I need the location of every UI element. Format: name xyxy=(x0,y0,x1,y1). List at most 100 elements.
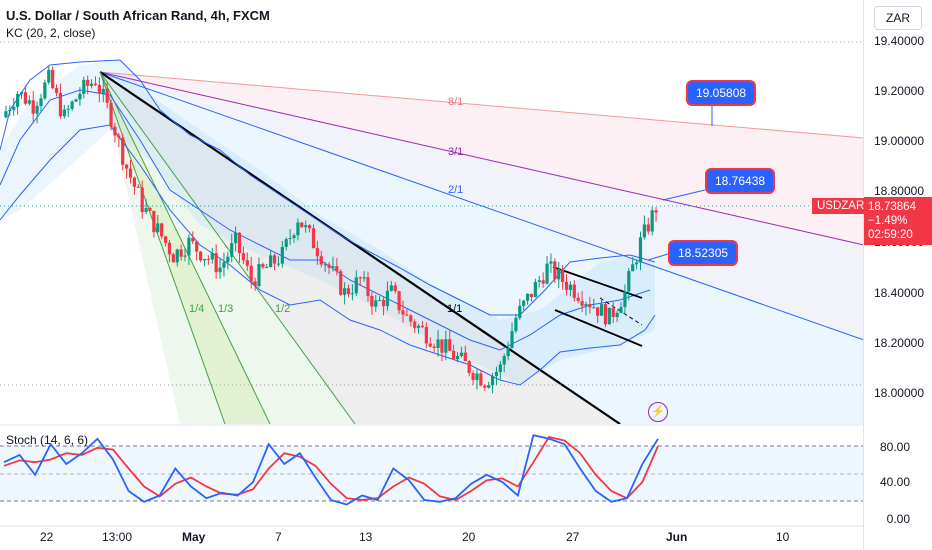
fan-line-8-1 xyxy=(99,71,864,139)
fan-line-3-1 xyxy=(99,71,864,246)
candle-body xyxy=(323,264,327,266)
candle-body xyxy=(440,339,444,353)
fan-label-1-4: 1/4 xyxy=(189,303,205,315)
price-label: 19.40000 xyxy=(873,34,924,48)
candle-body xyxy=(167,242,172,255)
candle-body xyxy=(128,168,133,178)
candle-body xyxy=(525,293,530,301)
candle-body xyxy=(148,208,152,211)
candle-body xyxy=(522,300,526,306)
time-label: 7 xyxy=(275,530,282,544)
fan-label-2-1: 2/1 xyxy=(448,184,464,196)
fan-label-1-1: 1/1 xyxy=(447,303,463,315)
candle-body xyxy=(475,373,479,380)
symbol-tag[interactable]: USDZAR xyxy=(812,198,870,214)
candle-body xyxy=(518,305,522,318)
candle-body xyxy=(358,277,362,279)
candle-body xyxy=(483,385,487,388)
fan-label-8-1: 8/1 xyxy=(448,96,464,108)
candle-body xyxy=(346,288,351,295)
fan-line-1-2 xyxy=(99,71,356,424)
candle-body xyxy=(506,347,510,357)
candle-body xyxy=(230,243,234,257)
price-callout-top[interactable]: 19.05808 xyxy=(686,80,757,106)
candle-body xyxy=(125,164,129,169)
candle-body xyxy=(304,225,308,228)
candle-body xyxy=(381,299,386,307)
candle-body xyxy=(370,296,374,307)
current-price: 18.73864 xyxy=(868,201,916,213)
price-axis[interactable]: ZAR 19.40000 19.20000 19.00000 18.80000 … xyxy=(863,0,932,550)
candle-body xyxy=(561,268,565,282)
candle-body xyxy=(627,271,631,292)
candle-body xyxy=(89,83,94,86)
currency-button[interactable]: ZAR xyxy=(874,6,922,30)
candle-body xyxy=(222,262,226,268)
symbol-title[interactable]: U.S. Dollar / South African Rand, 4h, FX… xyxy=(6,8,270,23)
candle-body xyxy=(113,126,117,136)
time-label: 13:00 xyxy=(102,530,133,544)
candle-body xyxy=(634,262,639,265)
candle-body xyxy=(650,210,654,232)
candle-body xyxy=(101,89,105,94)
candle-body xyxy=(584,304,588,306)
current-price-tag[interactable]: 18.73864 −1.49% 02:59:20 xyxy=(864,197,932,245)
price-callout-mid[interactable]: 18.76438 xyxy=(705,168,776,194)
candle-body xyxy=(572,284,576,298)
candle-body xyxy=(249,265,253,282)
fan-label-3-1: 3/1 xyxy=(448,146,464,158)
candle-body xyxy=(241,253,246,261)
candle-body xyxy=(261,264,265,268)
candle-body xyxy=(179,249,183,257)
lightning-icon[interactable]: ⚡ xyxy=(648,402,668,422)
indicator-legend-kc[interactable]: KC (20, 2, close) xyxy=(6,26,96,40)
candle-body xyxy=(23,92,28,104)
candle-body xyxy=(603,304,608,325)
candle-body xyxy=(156,223,160,233)
candle-body xyxy=(638,237,643,263)
fan-line-1-4 xyxy=(99,71,226,424)
candle-body xyxy=(226,256,230,263)
stoch-k-line xyxy=(3,434,659,506)
candle-body xyxy=(592,307,596,309)
candle-body xyxy=(568,284,573,290)
candle-body xyxy=(78,93,82,100)
candle-body xyxy=(183,255,187,257)
candle-body xyxy=(436,339,440,348)
candle-body xyxy=(280,246,284,264)
candle-body xyxy=(288,237,292,240)
candle-body xyxy=(467,361,471,374)
candle-body xyxy=(237,232,242,254)
candle-body xyxy=(366,277,370,297)
candle-body xyxy=(31,100,35,114)
candle-body xyxy=(549,261,553,264)
candle-body xyxy=(109,102,113,127)
gann-fan xyxy=(0,41,864,424)
candle-body xyxy=(296,222,300,236)
candle-body xyxy=(553,261,557,280)
candle-body xyxy=(487,385,491,388)
candle-body xyxy=(86,79,90,86)
candle-body xyxy=(343,288,347,295)
candle-body xyxy=(16,93,20,107)
candle-body xyxy=(354,277,358,294)
price-label: 19.20000 xyxy=(873,84,924,98)
fan-label-1-3: 1/3 xyxy=(218,303,234,315)
candle-body xyxy=(300,222,304,228)
candle-body xyxy=(198,251,203,261)
stoch-axis-label: 40.00 xyxy=(879,475,910,489)
indicator-legend-stoch[interactable]: Stoch (14, 6, 6) xyxy=(6,433,89,447)
candle-body xyxy=(234,232,238,244)
candle-body xyxy=(607,307,611,325)
price-label: 18.00000 xyxy=(873,386,924,400)
candle-body xyxy=(43,82,47,99)
price-label: 18.20000 xyxy=(873,336,924,350)
candle-body xyxy=(502,356,506,365)
candle-body xyxy=(70,101,74,109)
candle-body xyxy=(557,268,561,280)
candle-body xyxy=(463,352,467,362)
price-callout-low[interactable]: 18.52305 xyxy=(668,240,739,266)
candle-body xyxy=(311,228,316,249)
